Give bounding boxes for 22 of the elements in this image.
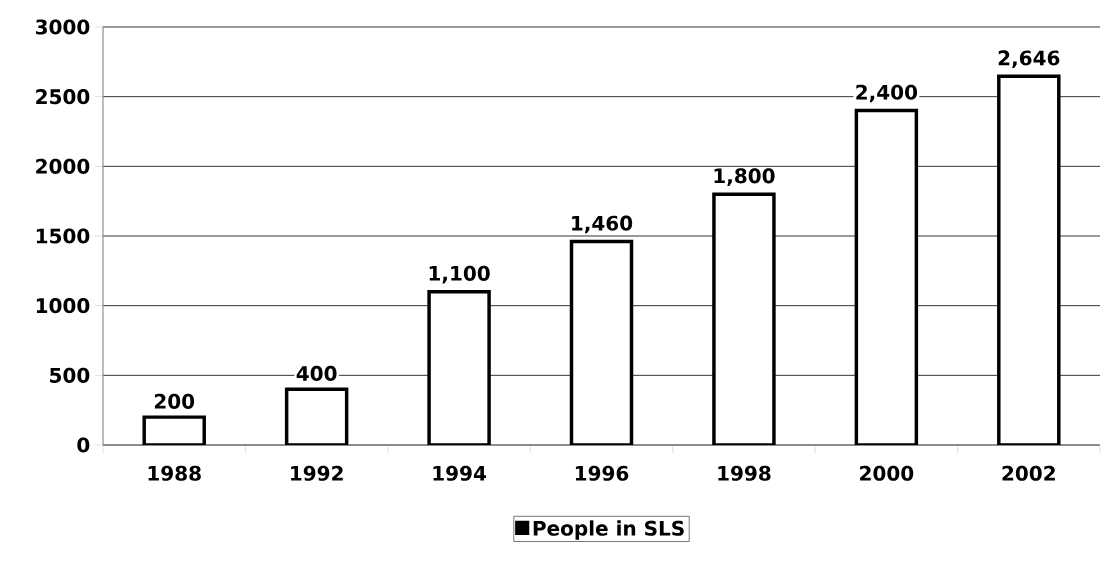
x-tick-label: 2002 (1002, 465, 1055, 481)
x-tick-label: 2000 (860, 465, 914, 481)
data-label: 1,800 (714, 168, 775, 186)
x-tick-label: 1988 (148, 465, 201, 481)
y-tick-label: 2000 (36, 158, 90, 174)
x-tick-label: 1996 (575, 465, 629, 481)
x-tick-label: 1994 (433, 465, 486, 481)
x-tick-label: 1998 (718, 465, 771, 481)
y-tick-label: 2500 (36, 89, 90, 105)
data-label: 1,460 (572, 215, 633, 234)
x-tick-label: 1992 (291, 465, 343, 481)
y-tick-label: 0 (77, 437, 90, 453)
y-tick-label: 1500 (36, 228, 90, 244)
text: People in SLS (533, 520, 684, 540)
data-label: 200 (154, 393, 195, 409)
data-label: 2,400 (856, 84, 918, 103)
data-label: 1,100 (429, 265, 490, 284)
y-tick-label: 500 (50, 367, 90, 383)
data-label: 400 (296, 365, 337, 382)
y-tick-label: 1000 (36, 298, 90, 314)
data-label: 2,646 (998, 50, 1060, 69)
y-tick-label: 3000 (35, 19, 90, 35)
